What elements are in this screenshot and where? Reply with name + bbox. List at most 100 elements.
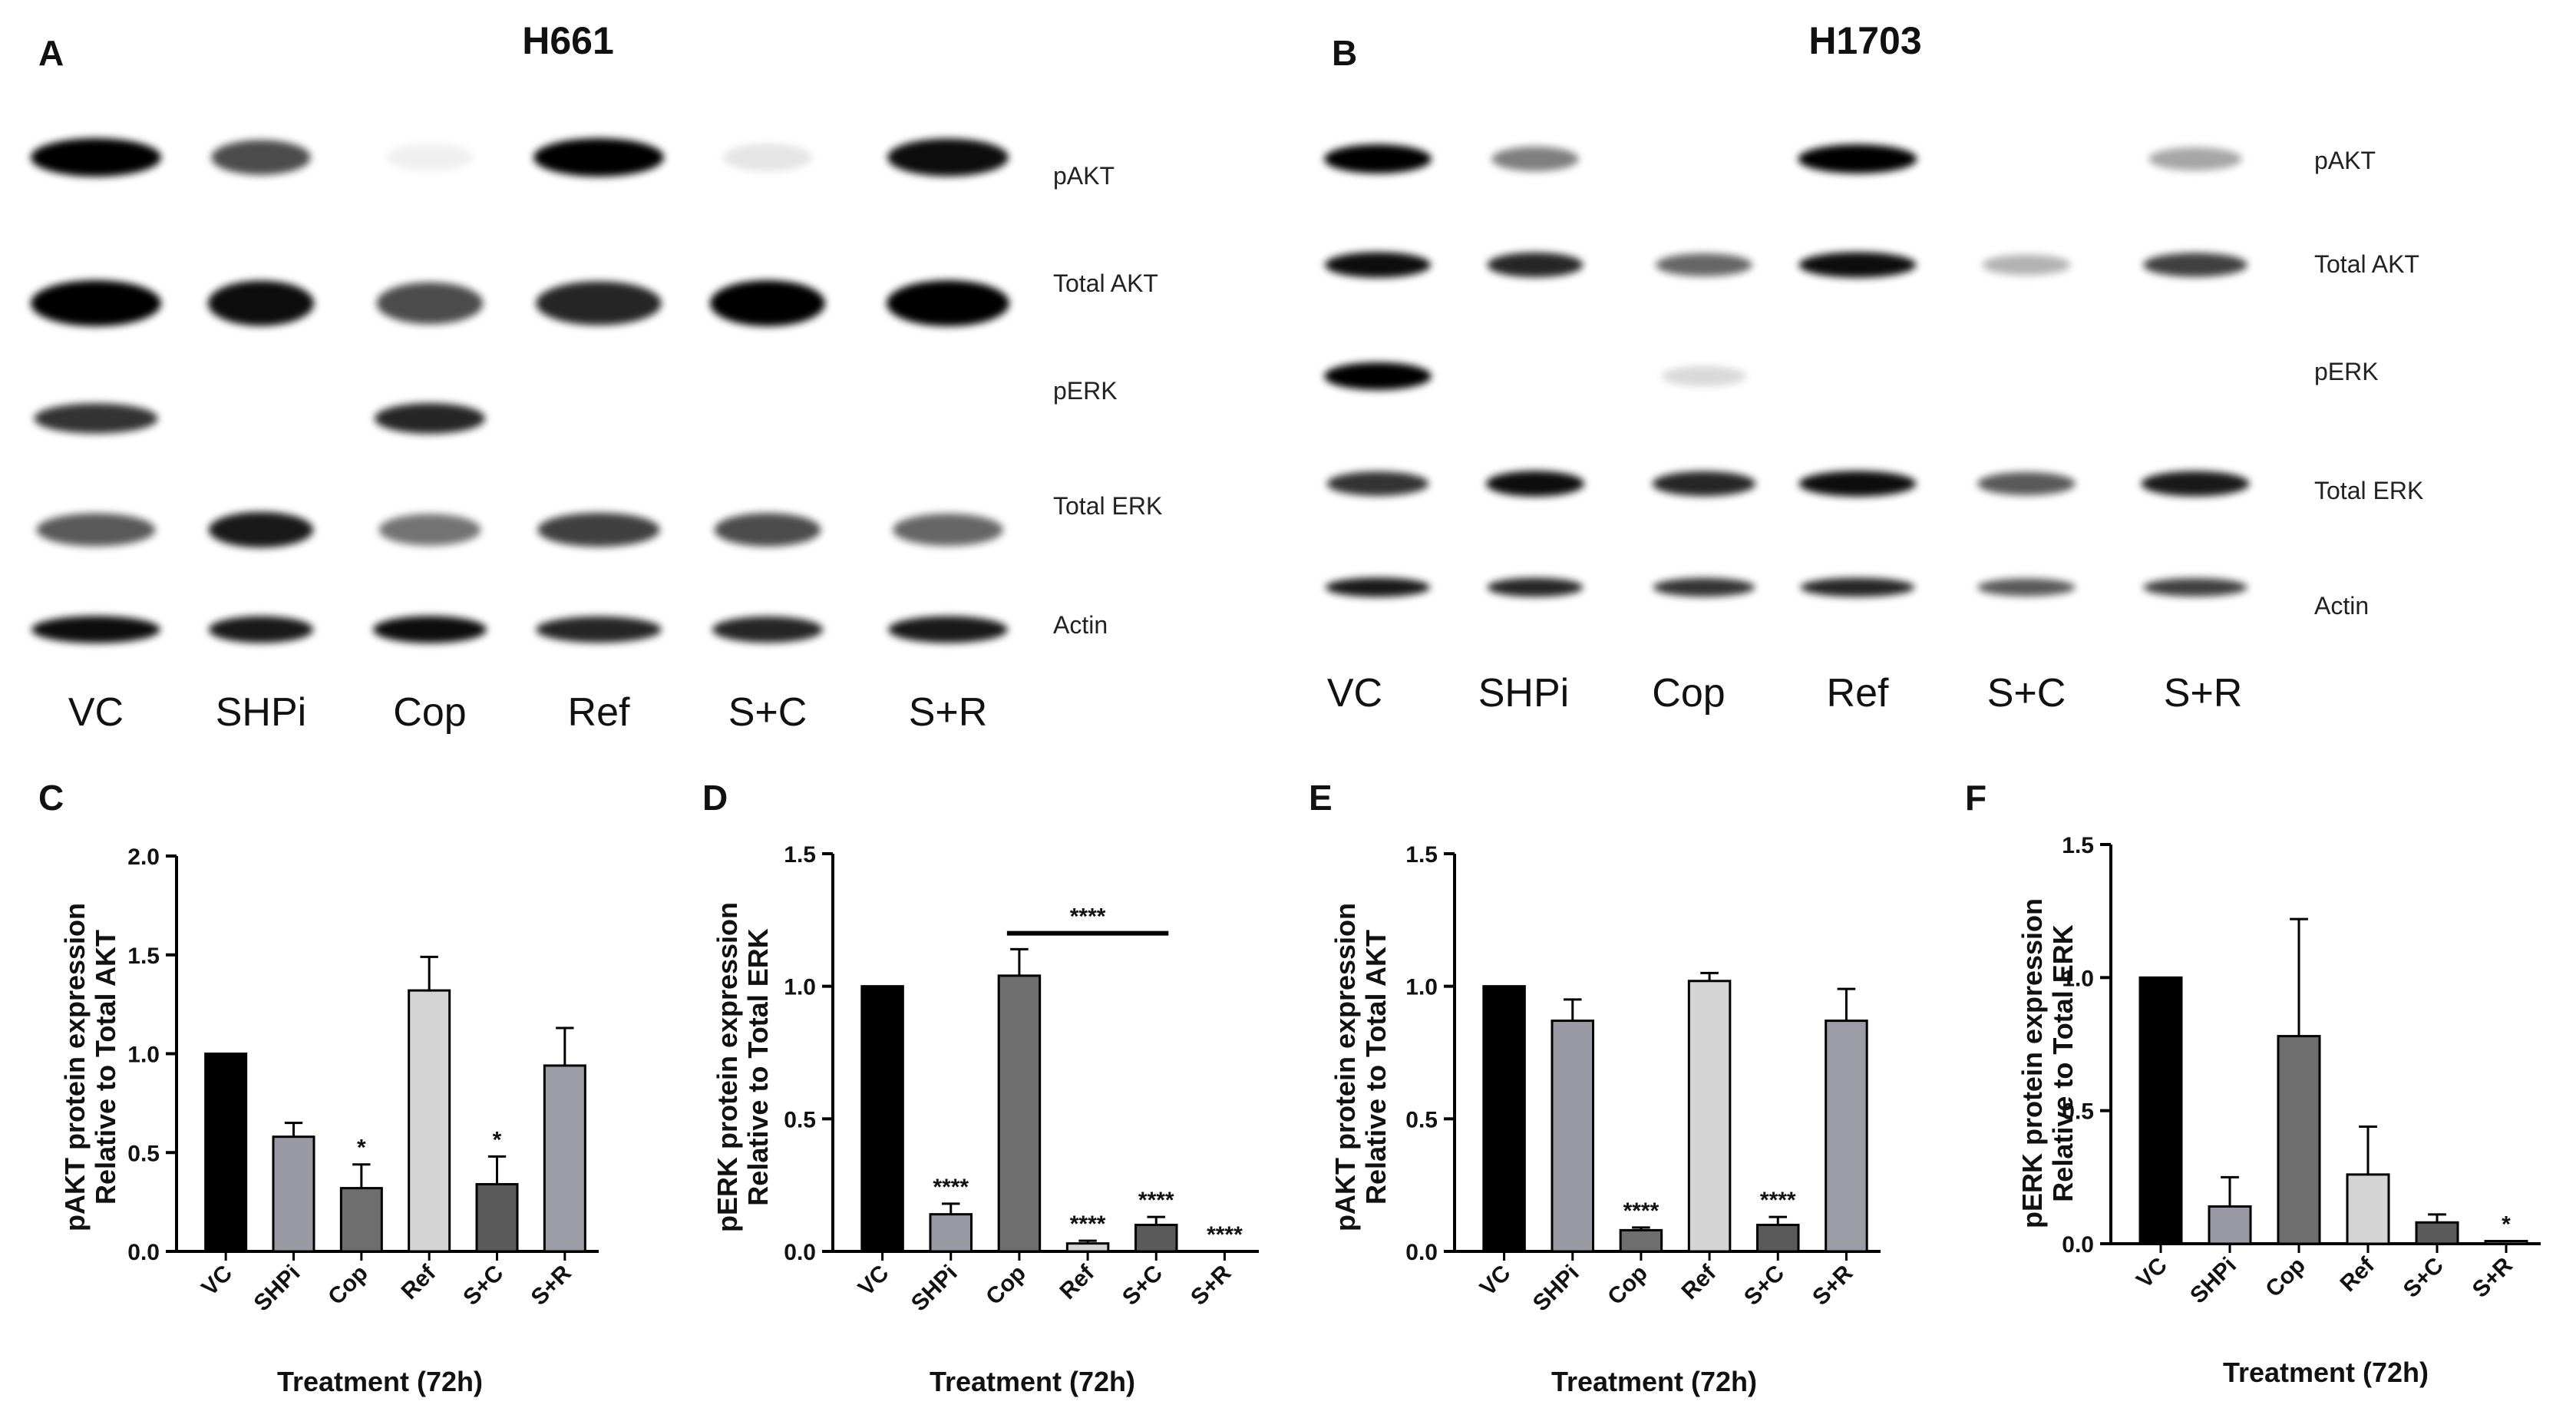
- chart-c-bar-ref: [408, 989, 451, 1253]
- chart-e-ytick-label: 1.5: [1405, 842, 1438, 868]
- bar-chart-e: E pAKT protein expression Relative to To…: [1309, 778, 1881, 1397]
- band-b-r4-l2: [1653, 577, 1755, 597]
- band-b-r1-l5: [2143, 253, 2247, 277]
- chart-f-bar-vc: [2138, 976, 2183, 1245]
- chart-e-xtick-label: S+C: [1739, 1261, 1789, 1311]
- chart-c-xlabel: Treatment (72h): [277, 1366, 483, 1397]
- band-b-r2-l0: [1324, 362, 1432, 390]
- chart-d-xtick-label: S+C: [1118, 1261, 1167, 1311]
- row-label-b-3: Total ERK: [2314, 477, 2423, 504]
- lane-label-b-2: Cop: [1652, 671, 1725, 716]
- chart-e-bar-ref: [1687, 980, 1732, 1253]
- chart-e-bar-s-c: [1756, 1223, 1800, 1253]
- chart-e-bar-cop: [1619, 1228, 1663, 1253]
- lane-label-a-3: Ref: [568, 690, 630, 735]
- lane-label-a-5: S+R: [909, 690, 988, 735]
- chart-f-ytick-label: 0.5: [2062, 1099, 2094, 1125]
- chart-f-xlabel: Treatment (72h): [2223, 1357, 2429, 1388]
- band-a-r4-l5: [888, 616, 1008, 643]
- chart-f-xtick-label: SHPi: [2185, 1253, 2241, 1309]
- band-a-r0-l2: [385, 144, 474, 171]
- chart-c-xtick-label: Cop: [323, 1261, 373, 1311]
- chart-e-ytick-label: 0.5: [1405, 1107, 1438, 1132]
- band-b-r0-l0: [1324, 144, 1432, 174]
- band-a-r0-l4: [722, 143, 813, 172]
- band-b-r4-l0: [1325, 577, 1431, 597]
- chart-f-xtick-label: VC: [2132, 1253, 2172, 1294]
- chart-c-xtick-label: Ref: [397, 1260, 441, 1304]
- band-a-r3-l2: [378, 514, 481, 546]
- chart-f-ytick-label: 1.5: [2062, 833, 2094, 858]
- blot-title-b: H1703: [1808, 19, 1921, 62]
- band-b-r0-l5: [2148, 147, 2242, 171]
- band-a-r3-l1: [208, 511, 314, 548]
- band-a-r3-l4: [714, 513, 821, 547]
- chart-d-ytick-label: 1.5: [784, 842, 816, 868]
- chart-d-bar-cop: [997, 974, 1042, 1253]
- row-label-b-1: Total AKT: [2314, 250, 2419, 278]
- band-a-r4-l0: [31, 616, 160, 643]
- chart-f-bar-shpi: [2208, 1205, 2252, 1245]
- chart-e-ylabel-line-1: pAKT protein expression: [1329, 903, 1361, 1231]
- chart-e-xtick-label: Ref: [1677, 1260, 1722, 1304]
- chart-c-xtick-label: S+R: [527, 1260, 576, 1310]
- chart-c-ylabel-line-2: Relative to Total AKT: [90, 930, 121, 1205]
- chart-e-bar-shpi: [1551, 1020, 1594, 1253]
- chart-c-xtick-label: SHPi: [249, 1261, 305, 1317]
- band-b-r0-l1: [1491, 146, 1579, 172]
- chart-d-bar-s-c: [1134, 1223, 1178, 1253]
- band-b-r1-l1: [1487, 252, 1584, 278]
- chart-f-ytick-label: 0.0: [2062, 1232, 2094, 1258]
- band-b-r1-l4: [1982, 254, 2071, 276]
- row-label-b-2: pERK: [2314, 358, 2379, 385]
- chart-d-xtick-label: SHPi: [907, 1261, 963, 1317]
- row-label-b-0: pAKT: [2314, 147, 2376, 174]
- band-b-r2-l2: [1661, 365, 1747, 387]
- chart-e-xlabel: Treatment (72h): [1551, 1366, 1757, 1397]
- blot-bands-a: [31, 138, 1009, 643]
- chart-e-significance: ****: [1760, 1188, 1796, 1213]
- band-a-r0-l0: [31, 138, 161, 177]
- panel-letter-a: A: [38, 33, 64, 73]
- band-a-r1-l3: [536, 281, 662, 326]
- chart-d-xlabel: Treatment (72h): [930, 1366, 1135, 1397]
- row-label-a-1: Total AKT: [1053, 269, 1158, 297]
- band-b-r3-l0: [1326, 471, 1429, 496]
- bar-chart-f: F pERK protein expression Relative to To…: [1965, 778, 2541, 1388]
- chart-c-xtick-label: S+C: [458, 1261, 508, 1311]
- chart-d-xtick-label: VC: [854, 1261, 894, 1301]
- chart-e-xtick-label: VC: [1475, 1261, 1516, 1301]
- chart-d-ylabel-line-2: Relative to Total ERK: [742, 928, 774, 1205]
- lane-label-a-0: VC: [68, 690, 124, 735]
- band-a-r1-l2: [376, 282, 484, 325]
- row-label-a-3: Total ERK: [1053, 492, 1162, 520]
- lane-label-b-0: VC: [1327, 671, 1382, 716]
- chart-c-significance: *: [357, 1135, 366, 1161]
- lane-label-b-4: S+C: [1987, 671, 2066, 716]
- lane-label-a-4: S+C: [728, 690, 807, 735]
- chart-f-bar-ref: [2346, 1173, 2390, 1245]
- band-a-r4-l3: [536, 616, 662, 643]
- chart-f-xtick-label: Ref: [2335, 1252, 2379, 1297]
- chart-c-ytick-label: 1.5: [127, 944, 160, 969]
- band-b-r3-l4: [1977, 471, 2076, 496]
- chart-c-bar-s-r: [543, 1064, 586, 1253]
- chart-f-bar-cop: [2277, 1035, 2321, 1245]
- row-label-a-2: pERK: [1053, 377, 1118, 405]
- blot-title-a: H661: [522, 19, 614, 62]
- chart-c-bar-cop: [339, 1187, 383, 1253]
- band-b-r4-l3: [1800, 577, 1915, 597]
- lane-label-a-1: SHPi: [216, 690, 306, 735]
- band-b-r3-l3: [1798, 471, 1917, 497]
- chart-e-ytick-label: 1.0: [1405, 975, 1438, 1000]
- panel-letter-c: C: [38, 778, 64, 818]
- chart-e-bar-vc: [1482, 985, 1526, 1253]
- chart-c-ytick-label: 0.5: [127, 1141, 160, 1166]
- chart-c-bar-vc: [204, 1053, 248, 1253]
- band-a-r2-l2: [374, 402, 486, 435]
- chart-d-significance: ****: [1070, 1211, 1106, 1237]
- chart-d-significance: ****: [1138, 1188, 1174, 1213]
- chart-f-xtick-label: S+R: [2468, 1252, 2518, 1302]
- chart-f-ylabel-line-2: Relative to Total ERK: [2047, 924, 2079, 1201]
